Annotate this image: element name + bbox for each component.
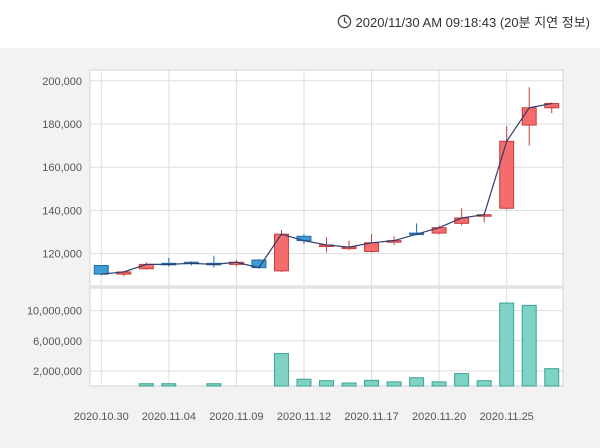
x-tick-label: 2020.11.25 bbox=[480, 411, 534, 423]
clock-icon bbox=[337, 14, 351, 29]
price-tick-label: 160,000 bbox=[42, 162, 82, 174]
x-tick-label: 2020.11.09 bbox=[209, 411, 263, 423]
volume-bar bbox=[273, 353, 289, 387]
x-tick-label: 2020.10.30 bbox=[74, 411, 129, 423]
volume-bar bbox=[161, 383, 177, 387]
candle-body bbox=[93, 264, 109, 275]
volume-bar bbox=[364, 379, 380, 387]
close-price-line bbox=[101, 102, 552, 275]
candle-body bbox=[296, 235, 312, 242]
volume-bar bbox=[138, 383, 154, 387]
timestamp: 2020/11/30 AM 09:18:43 (20분 지연 정보) bbox=[337, 12, 590, 31]
volume-tick-label: 6,000,000 bbox=[33, 336, 82, 348]
chart-panel: 120,000 140,000 160,000 180,000 200,000 2,000… bbox=[0, 48, 600, 448]
volume-bar bbox=[341, 382, 357, 387]
volume-bar bbox=[499, 302, 515, 387]
price-tick-label: 180,000 bbox=[42, 119, 82, 131]
volume-bar bbox=[454, 373, 470, 387]
header: 2020/11/30 AM 09:18:43 (20분 지연 정보) bbox=[0, 0, 600, 48]
volume-bar bbox=[476, 380, 492, 387]
volume-tick-label: 10,000,000 bbox=[27, 306, 82, 318]
volume-bar bbox=[431, 381, 447, 387]
x-tick-label: 2020.11.04 bbox=[142, 411, 196, 423]
x-tick-label: 2020.11.17 bbox=[344, 411, 398, 423]
timestamp-text: 2020/11/30 AM 09:18:43 (20분 지연 정보) bbox=[355, 15, 590, 30]
candle-body bbox=[273, 233, 289, 272]
volume-bar bbox=[296, 378, 312, 387]
candle bbox=[544, 102, 560, 114]
volume-bar bbox=[206, 383, 222, 387]
x-tick-label: 2020.11.12 bbox=[277, 411, 331, 423]
volume-bar bbox=[409, 377, 425, 387]
candle-body bbox=[521, 107, 537, 126]
volume-bar bbox=[386, 381, 402, 387]
price-tick-label: 200,000 bbox=[42, 76, 82, 88]
stock-chart: 120,000 140,000 160,000 180,000 200,000 2,000… bbox=[27, 69, 564, 423]
volume-bar bbox=[521, 304, 537, 387]
candle-body bbox=[544, 102, 560, 109]
price-tick-label: 120,000 bbox=[42, 249, 82, 261]
x-tick-label: 2020.11.20 bbox=[412, 411, 466, 423]
volume-tick-label: 2,000,000 bbox=[33, 366, 82, 378]
price-tick-label: 140,000 bbox=[42, 205, 82, 217]
volume-bar bbox=[319, 380, 334, 387]
volume-bar bbox=[544, 368, 560, 387]
candle-body bbox=[499, 140, 515, 209]
